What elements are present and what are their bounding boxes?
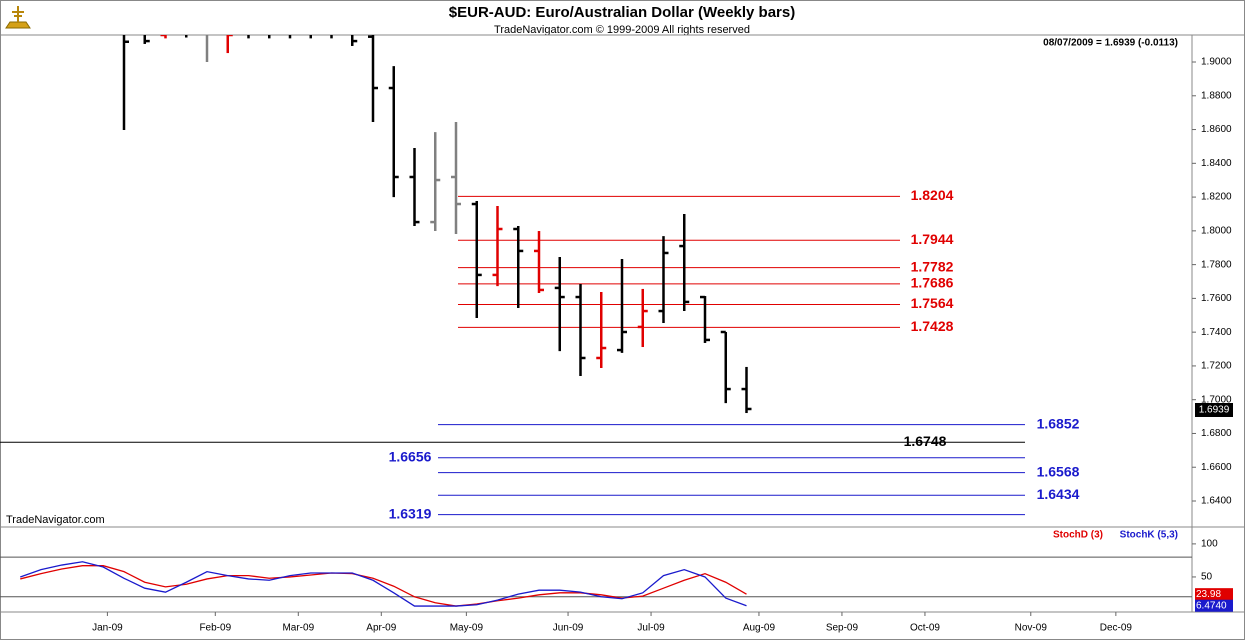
chart-title: $EUR-AUD: Euro/Australian Dollar (Weekly… <box>449 4 795 21</box>
y-tick-label: 1.7000 <box>1201 394 1232 405</box>
y-tick-label: 1.8800 <box>1201 90 1232 101</box>
level-label: 1.6568 <box>1037 463 1080 479</box>
header-info: 08/07/2009 = 1.6939 (-0.0113) <box>1043 38 1178 49</box>
level-label: 1.7782 <box>911 258 954 274</box>
x-tick-label: Oct-09 <box>910 623 940 634</box>
x-tick-label: Mar-09 <box>282 623 314 634</box>
y-tick-label: 1.6800 <box>1201 428 1232 439</box>
level-label: 1.8204 <box>911 187 954 203</box>
level-label: 1.7944 <box>911 231 954 247</box>
x-tick-label: Feb-09 <box>199 623 231 634</box>
stoch-line <box>20 561 747 607</box>
x-tick-label: Jun-09 <box>553 623 584 634</box>
x-tick-label: Jan-09 <box>92 623 123 634</box>
y-tick-label: 100 <box>1201 539 1218 550</box>
x-tick-label: Dec-09 <box>1100 623 1133 634</box>
last-value-box <box>1195 588 1233 601</box>
y-tick-label: 1.8400 <box>1201 158 1232 169</box>
last-value-label: 23.98 <box>1196 589 1221 600</box>
level-label: 1.6319 <box>389 505 432 521</box>
level-label: 1.6656 <box>389 448 432 464</box>
y-tick-label: 1.9000 <box>1201 57 1232 68</box>
y-tick-label: 1.7600 <box>1201 293 1232 304</box>
last-value-box <box>1195 599 1233 612</box>
y-tick-label: 1.7200 <box>1201 361 1232 372</box>
x-tick-label: Apr-09 <box>366 623 396 634</box>
level-label: 1.6852 <box>1037 415 1080 431</box>
level-label: 1.6434 <box>1037 486 1080 502</box>
level-label: 1.7428 <box>911 318 954 334</box>
y-tick-label: 1.6400 <box>1201 496 1232 507</box>
y-tick-label: 50 <box>1201 572 1213 583</box>
level-label: 1.7686 <box>911 275 954 291</box>
logo <box>5 6 31 29</box>
y-tick-label: 1.8200 <box>1201 192 1232 203</box>
last-price-label: 1.6939 <box>1199 405 1230 416</box>
legend-entry: StochK (5,3) <box>1120 530 1178 541</box>
x-tick-label: Aug-09 <box>743 623 776 634</box>
y-tick-label: 1.7400 <box>1201 327 1232 338</box>
x-tick-label: May-09 <box>450 623 484 634</box>
last-value-label: 6.4740 <box>1196 600 1227 611</box>
x-tick-label: Nov-09 <box>1015 623 1048 634</box>
x-tick-label: Sep-09 <box>826 623 859 634</box>
y-tick-label: 1.6600 <box>1201 462 1232 473</box>
watermark: TradeNavigator.com <box>6 514 105 526</box>
stoch-pane <box>0 556 1192 607</box>
legend-entry: StochD (3) <box>1053 530 1103 541</box>
y-tick-label: 1.8000 <box>1201 225 1232 236</box>
y-tick-label: 1.7800 <box>1201 259 1232 270</box>
chart-subtitle: TradeNavigator.com © 1999-2009 All right… <box>494 24 750 36</box>
level-label: 1.7564 <box>911 295 954 311</box>
last-price-box <box>1195 402 1233 417</box>
axes: 1.6400 1.6600 1.6800 1.7000 1.7200 1.7400 1.76… <box>92 57 1233 634</box>
price-pane <box>0 35 1025 516</box>
y-tick-label: 1.8600 <box>1201 124 1232 135</box>
level-label: 1.6748 <box>904 433 947 449</box>
x-tick-label: Jul-09 <box>637 623 665 634</box>
